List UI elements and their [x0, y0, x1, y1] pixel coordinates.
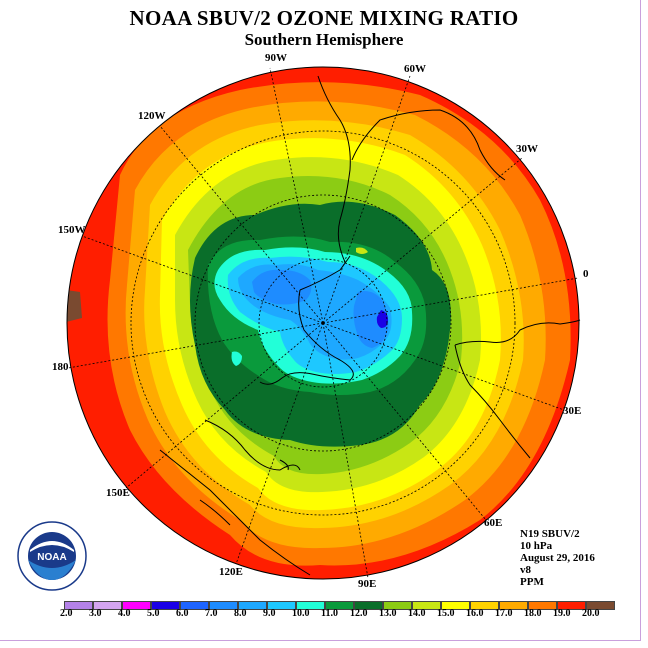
color-scale-box: [122, 601, 151, 610]
color-scale-tick-label: 17.0: [495, 608, 513, 619]
brown-patch: [67, 290, 82, 322]
color-scale-box: [383, 601, 412, 610]
units-label: PPM: [520, 576, 544, 588]
color-scale-tick-label: 3.0: [89, 608, 102, 619]
color-scale-box: [267, 601, 296, 610]
lon-label-120e: 120E: [219, 566, 243, 578]
coastlines: [159, 75, 581, 576]
color-scale-tick-label: 2.0: [60, 608, 73, 619]
level-label: 10 hPa: [520, 540, 553, 552]
image-frame: [0, 0, 641, 641]
color-scale-box: [557, 601, 586, 610]
color-scale-tick-label: 15.0: [437, 608, 455, 619]
chart-subtitle: Southern Hemisphere: [244, 30, 404, 49]
color-scale-tick-label: 14.0: [408, 608, 426, 619]
lon-label-0: 0: [583, 268, 589, 280]
small-yellowgreen: [356, 247, 368, 254]
ring-5-6: [376, 310, 388, 328]
color-scale-box: [209, 601, 238, 610]
color-scale-tick-label: 16.0: [466, 608, 484, 619]
info-block: N19 SBUV/2 10 hPa August 29, 2016 v8 PPM: [520, 528, 595, 588]
color-scale-box: [499, 601, 528, 610]
lon-label-30w: 30W: [516, 143, 538, 155]
color-scale-box: [325, 601, 354, 610]
color-scale: [64, 597, 615, 615]
color-scale-tick-label: 4.0: [118, 608, 131, 619]
color-scale-tick-label: 19.0: [553, 608, 571, 619]
small-cyan: [231, 351, 242, 366]
lon-label-180: 180: [52, 361, 69, 373]
lon-label-150w: 150W: [58, 224, 86, 236]
lon-label-120w: 120W: [138, 110, 166, 122]
color-scale-tick-label: 10.0: [292, 608, 310, 619]
color-scale-box: [180, 601, 209, 610]
color-scale-box: [64, 601, 93, 610]
color-scale-tick-label: 8.0: [234, 608, 247, 619]
color-scale-tick-label: 9.0: [263, 608, 276, 619]
chart-title: NOAA SBUV/2 OZONE MIXING RATIO: [129, 6, 519, 30]
color-scale-box: [470, 601, 499, 610]
color-scale-tick-label: 18.0: [524, 608, 542, 619]
color-scale-box: [296, 601, 325, 610]
noaa-logo-text: NOAA: [37, 552, 66, 563]
color-scale-box: [528, 601, 557, 610]
satellite-label: N19 SBUV/2: [520, 528, 580, 540]
color-scale-tick-label: 20.0: [582, 608, 600, 619]
color-scale-box: [586, 601, 615, 610]
color-scale-tick-label: 12.0: [350, 608, 368, 619]
ring-6-7-west: [252, 269, 312, 305]
lon-label-90w: 90W: [265, 52, 287, 64]
color-scale-tick-label: 11.0: [321, 608, 338, 619]
color-scale-box: [412, 601, 441, 610]
color-scale-box: [441, 601, 470, 610]
color-scale-ticks: 2.0 3.0 4.0 5.0 6.0 7.0 8.0 9.0 10.0 11.0 12.0 13.0…: [58, 608, 600, 620]
color-scale-box: [93, 601, 122, 610]
color-scale-tick-label: 6.0: [176, 608, 189, 619]
version-label: v8: [520, 564, 531, 576]
ring-6-7-east: [353, 291, 389, 348]
color-scale-tick-label: 13.0: [379, 608, 397, 619]
noaa-logo: NOAA: [17, 521, 87, 591]
lon-label-60e: 60E: [484, 517, 503, 529]
lon-label-90e: 90E: [358, 578, 377, 590]
color-scale-tick-label: 7.0: [205, 608, 218, 619]
date-label: August 29, 2016: [520, 552, 595, 564]
color-scale-box: [354, 601, 383, 610]
graticule: [67, 67, 579, 579]
color-scale-box: [151, 601, 180, 610]
lon-label-150e: 150E: [106, 487, 130, 499]
map-boundary: [66, 66, 580, 580]
color-scale-box: [238, 601, 267, 610]
ozone-field: [67, 67, 579, 579]
color-scale-tick-label: 5.0: [147, 608, 160, 619]
lon-label-60w: 60W: [404, 63, 426, 75]
lon-label-30e: 30E: [563, 405, 582, 417]
